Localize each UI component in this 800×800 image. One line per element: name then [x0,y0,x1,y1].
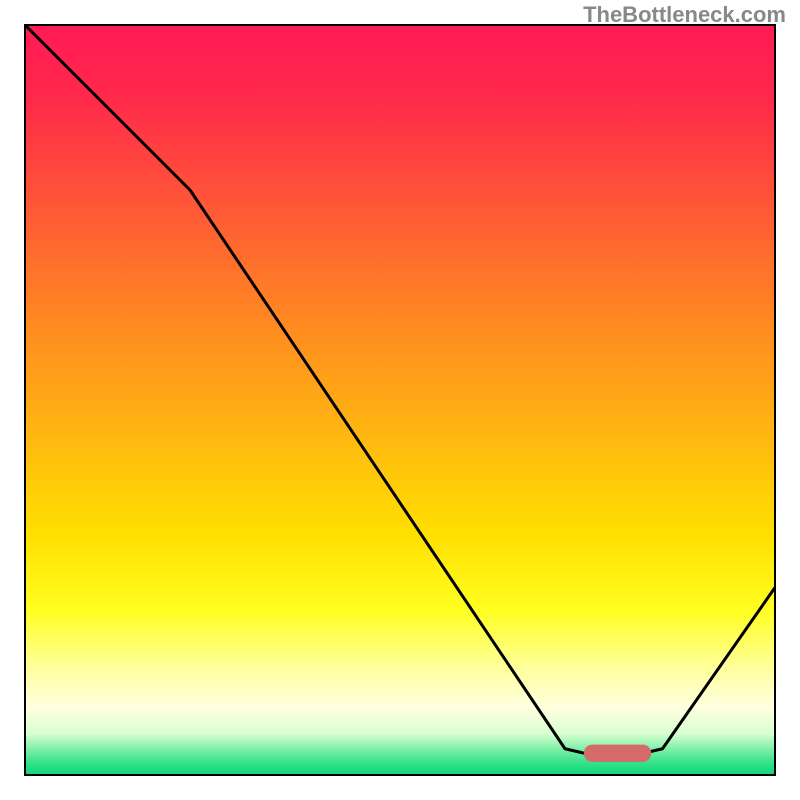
bottleneck-chart [0,0,800,800]
optimal-marker [584,745,652,762]
watermark-text: TheBottleneck.com [583,2,786,28]
chart-container: TheBottleneck.com [0,0,800,800]
